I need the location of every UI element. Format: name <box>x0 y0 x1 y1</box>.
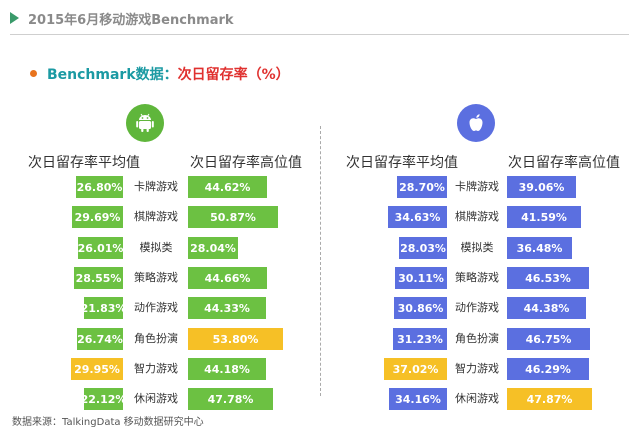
ios-avg-bar: 37.02% <box>384 358 447 380</box>
ios-avg-header: 次日留存率平均值 <box>346 155 458 171</box>
android-high-bar: 44.33% <box>188 297 266 319</box>
chart-subtitle: Benchmark数据：次日留存率（%） <box>47 64 290 84</box>
android-avg-bar: 26.80% <box>76 176 123 198</box>
ios-avg-bar: 30.11% <box>395 267 447 289</box>
subtitle-prefix: Benchmark数据： <box>47 67 178 83</box>
page-title: 2015年6月移动游戏Benchmark <box>28 13 234 28</box>
android-category-label: 智力游戏 <box>134 362 178 375</box>
android-high-bar: 53.80% <box>188 328 283 350</box>
android-category-label: 卡牌游戏 <box>134 180 178 193</box>
android-category-label: 休闲游戏 <box>134 392 178 405</box>
android-high-header: 次日留存率高位值 <box>190 155 302 171</box>
android-category-label: 棋牌游戏 <box>134 210 178 223</box>
ios-category-label: 棋牌游戏 <box>455 210 499 223</box>
ios-high-bar: 46.29% <box>507 358 589 380</box>
ios-high-bar: 41.59% <box>507 206 581 228</box>
ios-category-label: 休闲游戏 <box>455 392 499 405</box>
bullet-dot-icon <box>30 70 37 77</box>
android-avg-bar: 21.83% <box>81 297 126 319</box>
android-high-bar: 44.66% <box>188 267 267 289</box>
platform-divider <box>320 126 321 396</box>
apple-icon <box>457 104 495 142</box>
ios-category-label: 角色扮演 <box>455 332 499 345</box>
ios-avg-bar: 30.86% <box>394 297 447 319</box>
ios-avg-bar: 28.70% <box>397 176 447 198</box>
ios-category-label: 模拟类 <box>460 241 494 254</box>
ios-high-bar: 44.38% <box>507 297 586 319</box>
ios-category-label: 智力游戏 <box>455 362 499 375</box>
ios-high-bar: 47.87% <box>507 388 592 410</box>
ios-high-bar: 46.75% <box>507 328 590 350</box>
ios-high-header: 次日留存率高位值 <box>508 155 620 171</box>
data-source-note: 数据来源：TalkingData 移动数据研究中心 <box>12 417 204 428</box>
android-avg-bar: 29.69% <box>72 206 123 228</box>
header-arrow-icon <box>10 12 19 24</box>
android-avg-bar: 29.95% <box>71 358 123 380</box>
android-category-label: 角色扮演 <box>134 332 178 345</box>
header-divider <box>10 34 629 35</box>
ios-category-label: 策略游戏 <box>455 271 499 284</box>
android-category-label: 动作游戏 <box>134 301 178 314</box>
ios-category-label: 动作游戏 <box>455 301 499 314</box>
ios-category-label: 卡牌游戏 <box>455 180 499 193</box>
android-avg-bar: 26.01% <box>78 237 123 259</box>
android-category-label: 策略游戏 <box>134 271 178 284</box>
subtitle-metric: 次日留存率（%） <box>177 67 290 83</box>
android-avg-bar: 28.55% <box>74 267 123 289</box>
ios-high-bar: 46.53% <box>507 267 589 289</box>
android-high-bar: 47.78% <box>188 388 273 410</box>
ios-high-bar: 39.06% <box>507 176 576 198</box>
android-high-bar: 50.87% <box>188 206 278 228</box>
android-high-bar: 44.62% <box>188 176 267 198</box>
android-high-bar: 28.04% <box>188 237 238 259</box>
android-avg-bar: 22.12% <box>81 388 126 410</box>
ios-avg-bar: 28.03% <box>399 237 447 259</box>
android-icon <box>126 104 164 142</box>
android-avg-bar: 26.74% <box>77 328 123 350</box>
android-avg-header: 次日留存率平均值 <box>28 155 140 171</box>
ios-high-bar: 36.48% <box>507 237 572 259</box>
android-category-label: 模拟类 <box>139 241 173 254</box>
android-high-bar: 44.18% <box>188 358 266 380</box>
ios-avg-bar: 34.16% <box>389 388 447 410</box>
ios-avg-bar: 31.23% <box>393 328 447 350</box>
ios-avg-bar: 34.63% <box>388 206 447 228</box>
